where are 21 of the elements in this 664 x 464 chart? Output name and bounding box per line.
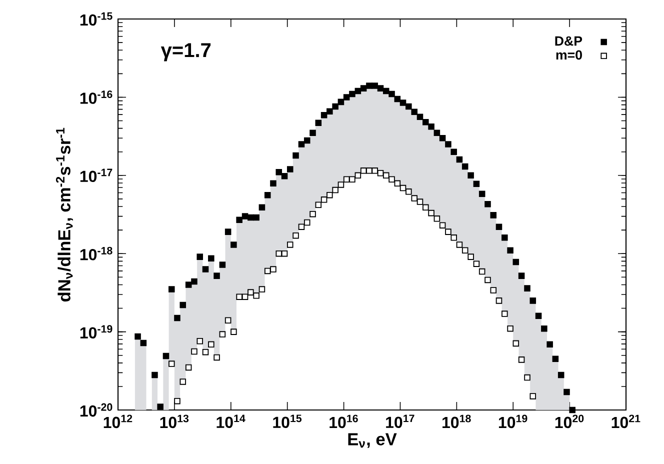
x-tick-label: 10$^{21}$	[612, 414, 640, 428]
y-tick-label: 10$^{-20}$	[80, 403, 112, 417]
y-tick-label: 10$^{-19}$	[80, 325, 112, 339]
legend-label: m=0	[556, 50, 582, 60]
y-tick-label: 10$^{-16}$	[80, 90, 112, 104]
x-tick-label: 10$^{13}$	[160, 414, 189, 428]
x-tick-label: 10$^{12}$	[104, 414, 132, 428]
x-tick-label: 10$^{18}$	[442, 414, 471, 428]
x-axis-title: E$_{ν}$, eV	[348, 433, 397, 448]
x-tick-label: 10$^{16}$	[330, 414, 358, 428]
y-tick-label: 10$^{-17}$	[80, 168, 112, 182]
text: dN$_{ν}$/dlnE$_{ν}$, cm$^{-2}$s$^{-1}$sr$^{-1}$	[56, 128, 73, 302]
annotation: γ=1.7	[160, 43, 211, 62]
x-tick-label: 10$^{15}$	[273, 414, 302, 428]
x-tick-label: 10$^{20}$	[555, 414, 584, 428]
y-tick-label: 10$^{-15}$	[80, 12, 112, 26]
x-tick-label: 10$^{14}$	[216, 414, 246, 428]
x-tick-label: 10$^{17}$	[386, 414, 414, 428]
x-tick-label: 10$^{19}$	[498, 414, 528, 428]
y-tick-label: 10$^{-18}$	[80, 246, 112, 260]
legend-label: D&P	[555, 36, 582, 46]
